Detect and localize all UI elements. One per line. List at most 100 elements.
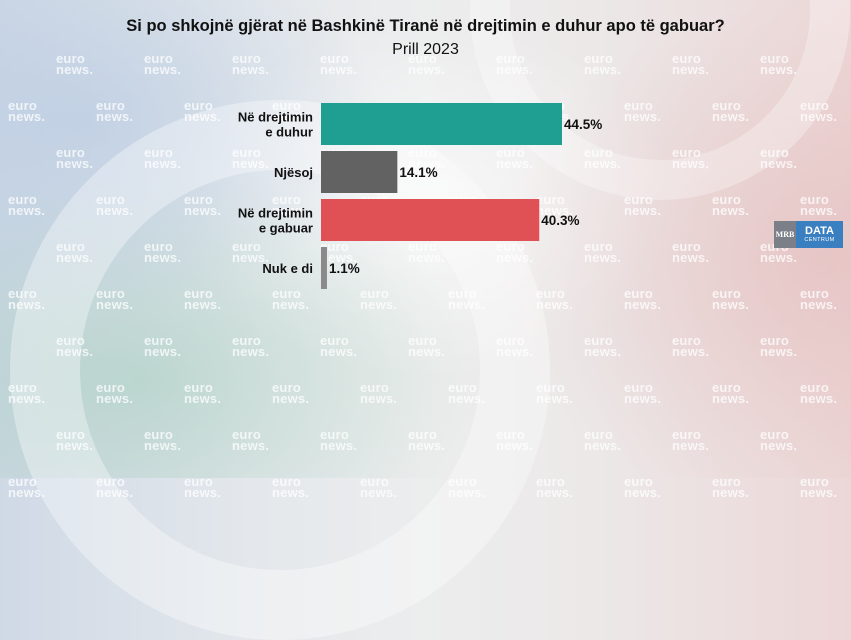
euronews-watermark: euro news. <box>672 427 710 453</box>
euronews-watermark: euro news. <box>184 98 222 124</box>
euronews-watermark: euro news. <box>360 380 398 406</box>
euronews-watermark: euro news. <box>496 51 534 77</box>
euronews-watermark: euro news. <box>624 192 662 218</box>
category-label-0: Në drejtimin e duhur <box>238 110 313 140</box>
euronews-watermark: euro news. <box>360 474 398 500</box>
euronews-watermark: euro news. <box>712 380 750 406</box>
euronews-watermark: euro news. <box>712 192 750 218</box>
euronews-watermark: euro news. <box>448 286 486 312</box>
euronews-watermark: euro news. <box>232 427 270 453</box>
euronews-watermark: euro news. <box>760 51 798 77</box>
value-label-1: 14.1% <box>399 165 437 180</box>
euronews-watermark: euro news. <box>144 51 182 77</box>
bar-2 <box>321 199 540 241</box>
euronews-watermark: euro news. <box>408 333 446 359</box>
euronews-watermark: euro news. <box>408 51 446 77</box>
euronews-watermark: euro news. <box>672 51 710 77</box>
euronews-watermark: euro news. <box>712 474 750 500</box>
bar-chart: 44.5% Në drejtimin e duhur 14.1% Njësoj 40.3%… <box>238 103 602 289</box>
euronews-watermark: euro news. <box>360 286 398 312</box>
euronews-watermark: euro news. <box>496 145 534 171</box>
euronews-watermark: euro news. <box>56 333 94 359</box>
euronews-watermark: euro news. <box>672 145 710 171</box>
euronews-watermark: euro news. <box>184 380 222 406</box>
euronews-watermark: euro news. <box>800 192 838 218</box>
euronews-watermark: euro news. <box>272 98 310 124</box>
euronews-watermark: euro news. <box>760 145 798 171</box>
euronews-watermark: euro news. <box>272 192 310 218</box>
euronews-watermark: euro news. <box>232 239 270 265</box>
chart-subtitle: Prill 2023 <box>392 41 459 58</box>
euronews-watermark: euro news. <box>8 192 46 218</box>
logo-centrum-text: CENTRUM <box>804 236 835 243</box>
euronews-watermark: euro news. <box>144 239 182 265</box>
euronews-watermark: euro news. <box>96 192 134 218</box>
euronews-watermark: euro news. <box>232 51 270 77</box>
value-label-2: 40.3% <box>541 213 579 228</box>
euronews-watermark: euro news. <box>144 145 182 171</box>
euronews-watermark: euro news. <box>8 474 46 500</box>
euronews-watermark: euro news. <box>496 427 534 453</box>
euronews-watermark: euro news. <box>272 286 310 312</box>
bar-0 <box>321 103 562 145</box>
chart-title: Si po shkojnë gjërat në Bashkinë Tiranë … <box>126 17 725 35</box>
logo-mrb: MRB <box>774 221 796 248</box>
bar-3 <box>321 247 327 289</box>
euronews-watermark: euro news. <box>320 427 358 453</box>
euronews-watermark: euro news. <box>496 333 534 359</box>
euronews-watermark: euro news. <box>96 474 134 500</box>
euronews-watermark: euro news. <box>96 380 134 406</box>
euronews-watermark: euro news. <box>584 427 622 453</box>
euronews-watermark: euro news. <box>8 380 46 406</box>
euronews-watermark: euro news. <box>800 98 838 124</box>
logo-data-text: DATA <box>805 224 834 237</box>
euronews-watermark: euro news. <box>272 474 310 500</box>
euronews-watermark: euro news. <box>232 145 270 171</box>
euronews-watermark: euro news. <box>56 51 94 77</box>
euronews-watermark: euro news. <box>96 98 134 124</box>
euronews-watermark: euro news. <box>184 286 222 312</box>
euronews-watermark: euro news. <box>184 192 222 218</box>
euronews-watermark: euro news. <box>232 333 270 359</box>
euronews-watermark: euro news. <box>624 98 662 124</box>
value-label-3: 1.1% <box>329 261 360 276</box>
euronews-watermark: euro news. <box>56 427 94 453</box>
euronews-watermark: euro news. <box>96 286 134 312</box>
logo-data-centrum: DATA CENTRUM <box>796 221 843 248</box>
euronews-watermark: euro news. <box>584 145 622 171</box>
euronews-watermark: euro news. <box>448 474 486 500</box>
euronews-watermark: euro news. <box>624 474 662 500</box>
euronews-watermark: euro news. <box>448 380 486 406</box>
euronews-watermark: euro news. <box>408 427 446 453</box>
euronews-watermark: euro news. <box>624 286 662 312</box>
euronews-watermark: euro news. <box>320 51 358 77</box>
euronews-watermark: euro news. <box>408 145 446 171</box>
euronews-watermark: euro news. <box>672 239 710 265</box>
euronews-watermark: euro news. <box>672 333 710 359</box>
euronews-watermark: euro news. <box>56 239 94 265</box>
euronews-watermark: euro news. <box>712 286 750 312</box>
euronews-watermark: euro news. <box>800 286 838 312</box>
euronews-watermark: euro news. <box>760 333 798 359</box>
euronews-watermark: euro news. <box>584 333 622 359</box>
euronews-watermark: euro news. <box>272 380 310 406</box>
data-centrum-logo: MRB DATA CENTRUM <box>774 221 843 248</box>
euronews-watermark: euro news. <box>536 474 574 500</box>
bar-1 <box>321 151 398 193</box>
euronews-watermark: euro news. <box>536 380 574 406</box>
euronews-watermark: euro news. <box>584 239 622 265</box>
euronews-watermark: euro news. <box>56 145 94 171</box>
euronews-watermark: euro news. <box>144 427 182 453</box>
euronews-watermark: euro news. <box>320 239 358 265</box>
value-label-0: 44.5% <box>564 117 602 132</box>
euronews-watermark: euro news. <box>584 51 622 77</box>
euronews-watermark: euro news. <box>712 98 750 124</box>
euronews-watermark: euro news. <box>8 286 46 312</box>
euronews-watermark: euro news. <box>408 239 446 265</box>
category-label-2: Në drejtimin e gabuar <box>238 206 313 236</box>
euronews-watermark: euro news. <box>800 380 838 406</box>
euronews-watermark: euro news. <box>760 427 798 453</box>
euronews-watermark: euro news. <box>8 98 46 124</box>
euronews-watermark: euro news. <box>536 192 574 218</box>
euronews-watermark: euro news. <box>800 474 838 500</box>
